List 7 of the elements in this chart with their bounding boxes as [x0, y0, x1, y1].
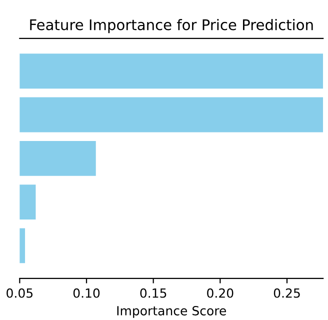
x-tick-label: 0.05 — [6, 288, 33, 298]
x-tick-label: 0.15 — [140, 288, 166, 298]
x-axis-title: Importance Score — [117, 306, 226, 318]
chart-title: Feature Importance for Price Prediction — [30, 18, 313, 34]
x-tick-label: 0.20 — [207, 288, 234, 298]
x-tick-label: 0.10 — [73, 288, 100, 298]
x-tick-label: 0.25 — [274, 288, 300, 298]
